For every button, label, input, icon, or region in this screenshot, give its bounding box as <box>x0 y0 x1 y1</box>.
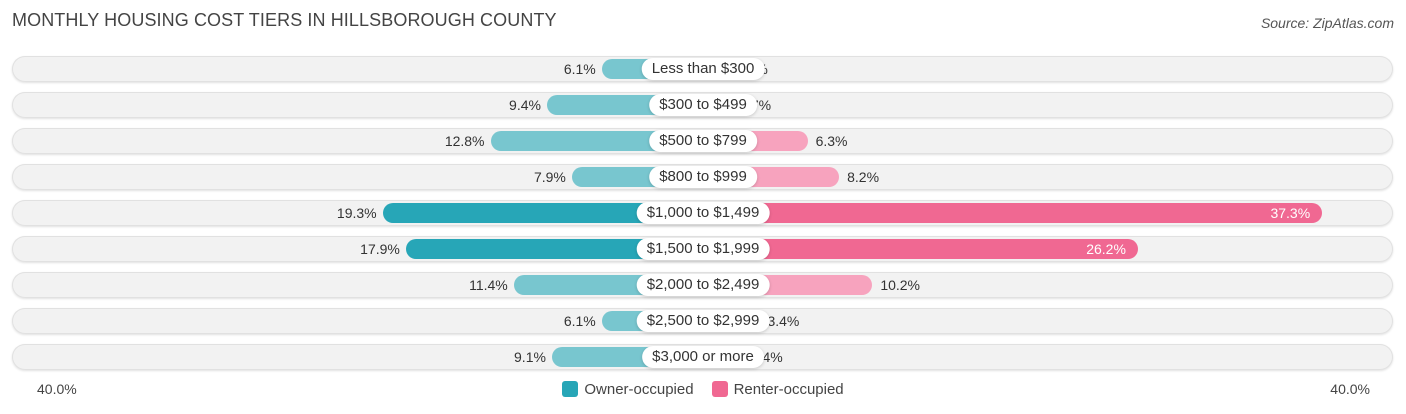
category-label: $800 to $999 <box>649 166 757 188</box>
value-label-owner: 19.3% <box>336 205 377 221</box>
chart-title: MONTHLY HOUSING COST TIERS IN HILLSBOROU… <box>12 10 557 30</box>
value-label-renter: 3.4% <box>767 313 800 329</box>
category-label: $1,500 to $1,999 <box>636 238 770 260</box>
category-label: Less than $300 <box>641 58 765 80</box>
category-label: $1,000 to $1,499 <box>636 202 770 224</box>
legend-item-renter[interactable]: Renter-occupied <box>711 380 844 398</box>
legend-label-owner: Owner-occupied <box>584 380 694 398</box>
value-label-owner: 11.4% <box>469 277 508 293</box>
axis-label-right: 40.0% <box>1330 381 1370 397</box>
value-label-renter: 8.2% <box>847 169 880 185</box>
bar-owner[interactable] <box>405 239 703 259</box>
bar-renter[interactable] <box>703 239 1138 259</box>
legend: Owner-occupied Renter-occupied <box>0 379 1406 399</box>
value-label-renter: 10.2% <box>880 277 921 293</box>
category-label: $3,000 or more <box>642 346 764 368</box>
value-label-owner: 7.9% <box>533 169 566 185</box>
value-label-renter: 37.3% <box>1270 205 1311 221</box>
value-label-owner: 6.1% <box>563 313 596 329</box>
axis-label-left: 40.0% <box>37 381 77 397</box>
category-label: $300 to $499 <box>649 94 757 116</box>
value-label-renter: 26.2% <box>1086 241 1126 257</box>
value-label-owner: 12.8% <box>444 133 485 149</box>
legend-label-renter: Renter-occupied <box>733 380 844 398</box>
category-label: $500 to $799 <box>649 130 757 152</box>
value-label-owner: 17.9% <box>360 241 400 257</box>
legend-item-owner[interactable]: Owner-occupied <box>562 380 694 398</box>
value-label-owner: 9.4% <box>509 97 541 113</box>
legend-swatch-renter <box>711 381 728 397</box>
category-label: $2,000 to $2,499 <box>636 274 770 296</box>
value-label-renter: 6.3% <box>815 133 848 149</box>
value-label-owner: 9.1% <box>514 349 546 365</box>
bar-renter[interactable] <box>703 203 1323 223</box>
bar-owner[interactable] <box>382 203 703 223</box>
chart-source: Source: ZipAtlas.com <box>1260 15 1394 31</box>
value-label-owner: 6.1% <box>563 61 596 77</box>
category-label: $2,500 to $2,999 <box>636 310 770 332</box>
legend-swatch-owner <box>562 381 579 397</box>
